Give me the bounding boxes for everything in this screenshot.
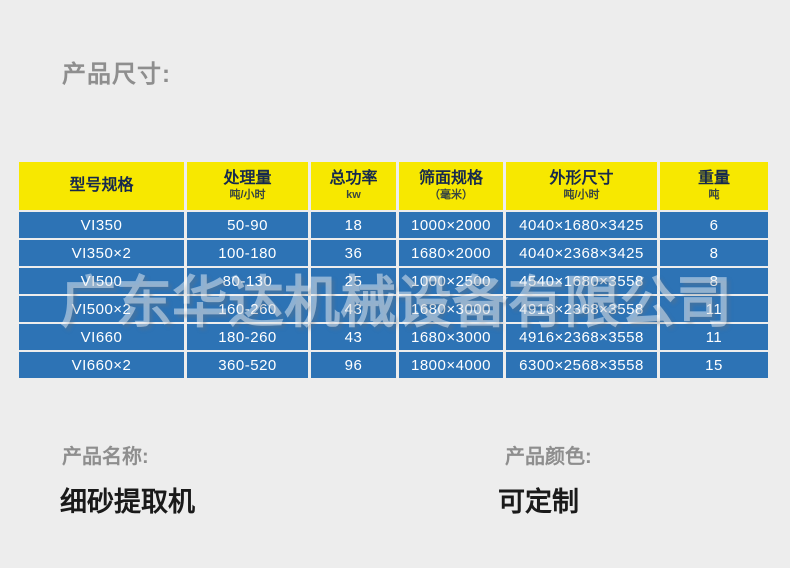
table-cell: 50-90 bbox=[187, 212, 308, 238]
table-cell: 25 bbox=[311, 268, 396, 294]
table-cell: 80-130 bbox=[187, 268, 308, 294]
table-cell: 1680×3000 bbox=[399, 324, 503, 350]
column-header-unit: 吨/小时 bbox=[563, 188, 600, 201]
table-cell: VI660×2 bbox=[19, 352, 184, 378]
column-header-label: 筛面规格 bbox=[418, 170, 483, 188]
table-cell: 43 bbox=[311, 296, 396, 322]
table-cell: 96 bbox=[311, 352, 396, 378]
table-cell: 8 bbox=[660, 268, 768, 294]
column-header-dimensions: 外形尺寸 吨/小时 bbox=[506, 162, 657, 210]
column-header-capacity: 处理量 吨/小时 bbox=[187, 162, 308, 210]
product-name-label: 产品名称: bbox=[62, 446, 149, 468]
product-color-label: 产品颜色: bbox=[505, 446, 592, 468]
table-cell: 1680×2000 bbox=[399, 240, 503, 266]
table-cell: VI500×2 bbox=[19, 296, 184, 322]
column-header-label: 处理量 bbox=[223, 170, 272, 188]
table-cell: 100-180 bbox=[187, 240, 308, 266]
column-header-unit: 吨 bbox=[708, 188, 720, 201]
column-header-model: 型号规格 bbox=[19, 162, 184, 210]
column-header-label: 外形尺寸 bbox=[549, 170, 614, 188]
section-title-product-size: 产品尺寸: bbox=[62, 61, 171, 88]
table-cell: 4540×1680×3558 bbox=[506, 268, 657, 294]
table-cell: 11 bbox=[660, 296, 768, 322]
table-cell: 180-260 bbox=[187, 324, 308, 350]
table-cell: 4916×2368×3558 bbox=[506, 296, 657, 322]
table-cell: VI660 bbox=[19, 324, 184, 350]
table-cell: 1000×2000 bbox=[399, 212, 503, 238]
table-cell: 36 bbox=[311, 240, 396, 266]
column-header-power: 总功率 kw bbox=[311, 162, 396, 210]
table-cell: 360-520 bbox=[187, 352, 308, 378]
column-header-screen-size: 筛面规格 （毫米） bbox=[399, 162, 503, 210]
product-name-value: 细砂提取机 bbox=[60, 487, 195, 517]
table-cell: 1680×3000 bbox=[399, 296, 503, 322]
column-header-label: 型号规格 bbox=[69, 176, 134, 194]
product-spec-table: 型号规格 处理量 吨/小时 总功率 kw 筛面规格 （毫米） 外形尺寸 吨/小时… bbox=[19, 162, 768, 378]
column-header-unit: kw bbox=[346, 188, 361, 201]
column-header-weight: 重量 吨 bbox=[660, 162, 768, 210]
table-cell: VI350×2 bbox=[19, 240, 184, 266]
table-cell: 15 bbox=[660, 352, 768, 378]
table-cell: 8 bbox=[660, 240, 768, 266]
table-cell: 160-260 bbox=[187, 296, 308, 322]
product-color-value: 可定制 bbox=[498, 487, 579, 517]
column-header-label: 总功率 bbox=[329, 170, 378, 188]
table-cell: 11 bbox=[660, 324, 768, 350]
table-cell: 6300×2568×3558 bbox=[506, 352, 657, 378]
table-cell: 43 bbox=[311, 324, 396, 350]
column-header-unit: （毫米） bbox=[429, 188, 473, 201]
table-cell: 4916×2368×3558 bbox=[506, 324, 657, 350]
column-header-unit: 吨/小时 bbox=[229, 188, 266, 201]
table-cell: 18 bbox=[311, 212, 396, 238]
table-cell: 4040×1680×3425 bbox=[506, 212, 657, 238]
table-cell: 1000×2500 bbox=[399, 268, 503, 294]
table-cell: 4040×2368×3425 bbox=[506, 240, 657, 266]
table-cell: 1800×4000 bbox=[399, 352, 503, 378]
table-cell: 6 bbox=[660, 212, 768, 238]
column-header-label: 重量 bbox=[697, 170, 730, 188]
table-cell: VI500 bbox=[19, 268, 184, 294]
table-cell: VI350 bbox=[19, 212, 184, 238]
